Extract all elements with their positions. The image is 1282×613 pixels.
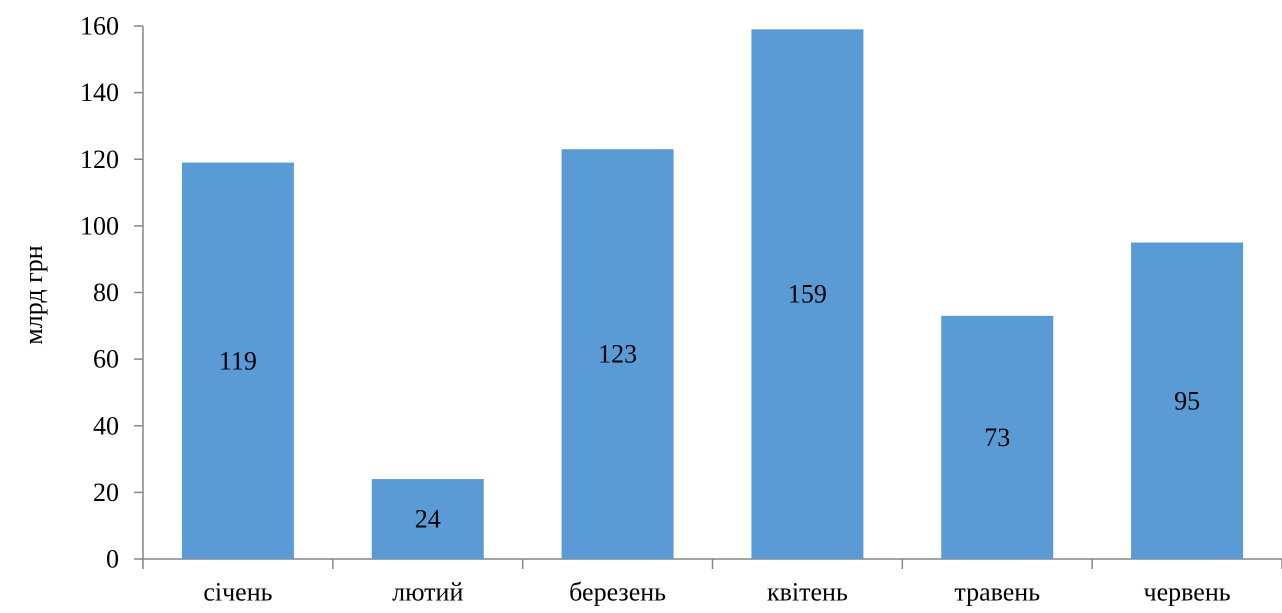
y-tick-label: 60 [93,345,119,374]
x-tick-label: березень [569,578,666,607]
y-tick-label: 0 [106,545,119,574]
bar-лютий [371,479,484,559]
data-label: 24 [415,505,441,534]
y-ticks: 0 20 40 60 80 100 120 140 160 [80,12,143,574]
bar-квітень [751,29,864,560]
y-tick-label: 140 [80,78,119,107]
x-tick-label: квітень [767,578,848,607]
y-tick-label: 40 [93,411,119,440]
x-tick-label: лютий [392,578,463,607]
bar-березень [561,149,674,559]
x-ticks: січень лютий березень квітень травень червень [203,578,1230,607]
y-tick-label: 160 [80,12,119,41]
x-tick-label: червень [1144,578,1231,607]
y-tick-label: 100 [80,211,119,240]
bar-травень [941,315,1054,559]
axes [142,26,1282,569]
data-label: 73 [984,423,1010,452]
data-label: 123 [598,340,637,369]
data-label: 95 [1174,386,1200,415]
data-label: 119 [219,346,257,375]
x-tick-label: січень [203,578,272,607]
y-tick-label: 80 [93,278,119,307]
y-axis-title: млрд грн [19,245,48,344]
bar-червень [1131,242,1244,559]
x-tick-label: травень [954,578,1040,607]
data-label: 159 [788,280,827,309]
y-tick-label: 20 [93,478,119,507]
y-tick-label: 120 [80,145,119,174]
bars: 119 24 123 159 73 95 [181,29,1244,560]
bar-січень [181,162,294,560]
